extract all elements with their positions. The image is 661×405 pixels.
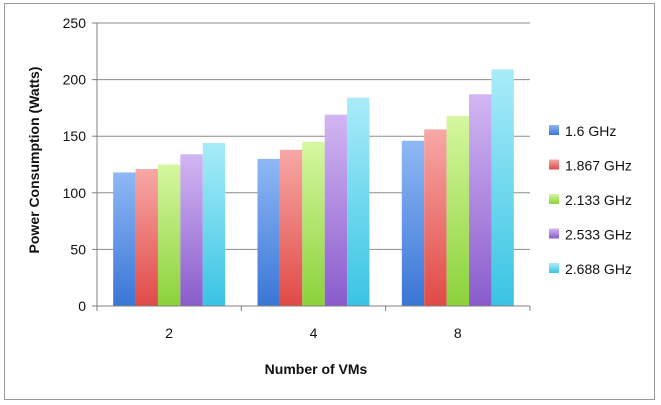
y-tick-label: 0 xyxy=(78,298,86,314)
bar xyxy=(135,169,158,306)
bar xyxy=(424,129,447,306)
bar xyxy=(401,140,425,306)
legend-label: 1.6 GHz xyxy=(565,123,616,139)
bar xyxy=(113,172,136,306)
bar xyxy=(157,164,181,306)
bar xyxy=(446,115,470,306)
y-tick-label: 250 xyxy=(63,15,87,31)
legend-swatch xyxy=(549,125,559,135)
legend-label: 2.688 GHz xyxy=(565,261,632,277)
bar xyxy=(324,114,348,306)
x-tick-label: 8 xyxy=(454,325,462,341)
bar xyxy=(202,142,226,306)
legend-label: 2.533 GHz xyxy=(565,227,632,243)
x-tick-label: 2 xyxy=(165,325,173,341)
y-tick-labels: 0 50 100 150 200 250 xyxy=(63,15,87,314)
legend-swatch xyxy=(549,228,559,239)
legend-swatch xyxy=(549,159,559,170)
legend-label: 2.133 GHz xyxy=(565,192,632,208)
bar xyxy=(469,94,492,306)
y-tick-label: 200 xyxy=(63,72,87,88)
bar xyxy=(180,154,203,306)
bar xyxy=(491,69,514,306)
x-tick-label: 4 xyxy=(310,325,318,341)
legend-label: 1.867 GHz xyxy=(565,158,632,174)
x-axis-title: Number of VMs xyxy=(265,361,368,377)
legend-swatch xyxy=(549,263,559,273)
bar xyxy=(347,97,370,306)
y-tick-label: 150 xyxy=(63,128,87,144)
bar xyxy=(279,149,303,306)
bar xyxy=(302,141,325,306)
axes xyxy=(92,22,531,311)
y-tick-label: 100 xyxy=(63,185,87,201)
bar xyxy=(257,158,280,306)
legend: 1.6 GHz 1.867 GHz 2.133 GHz 2.533 GHz 2.688 … xyxy=(549,123,632,277)
y-axis-title: Power Consumption (Watts) xyxy=(26,67,42,254)
x-tick-labels: 2 4 8 xyxy=(165,325,462,341)
bars xyxy=(113,69,514,306)
y-tick-label: 50 xyxy=(70,241,86,257)
legend-swatch xyxy=(549,194,559,204)
